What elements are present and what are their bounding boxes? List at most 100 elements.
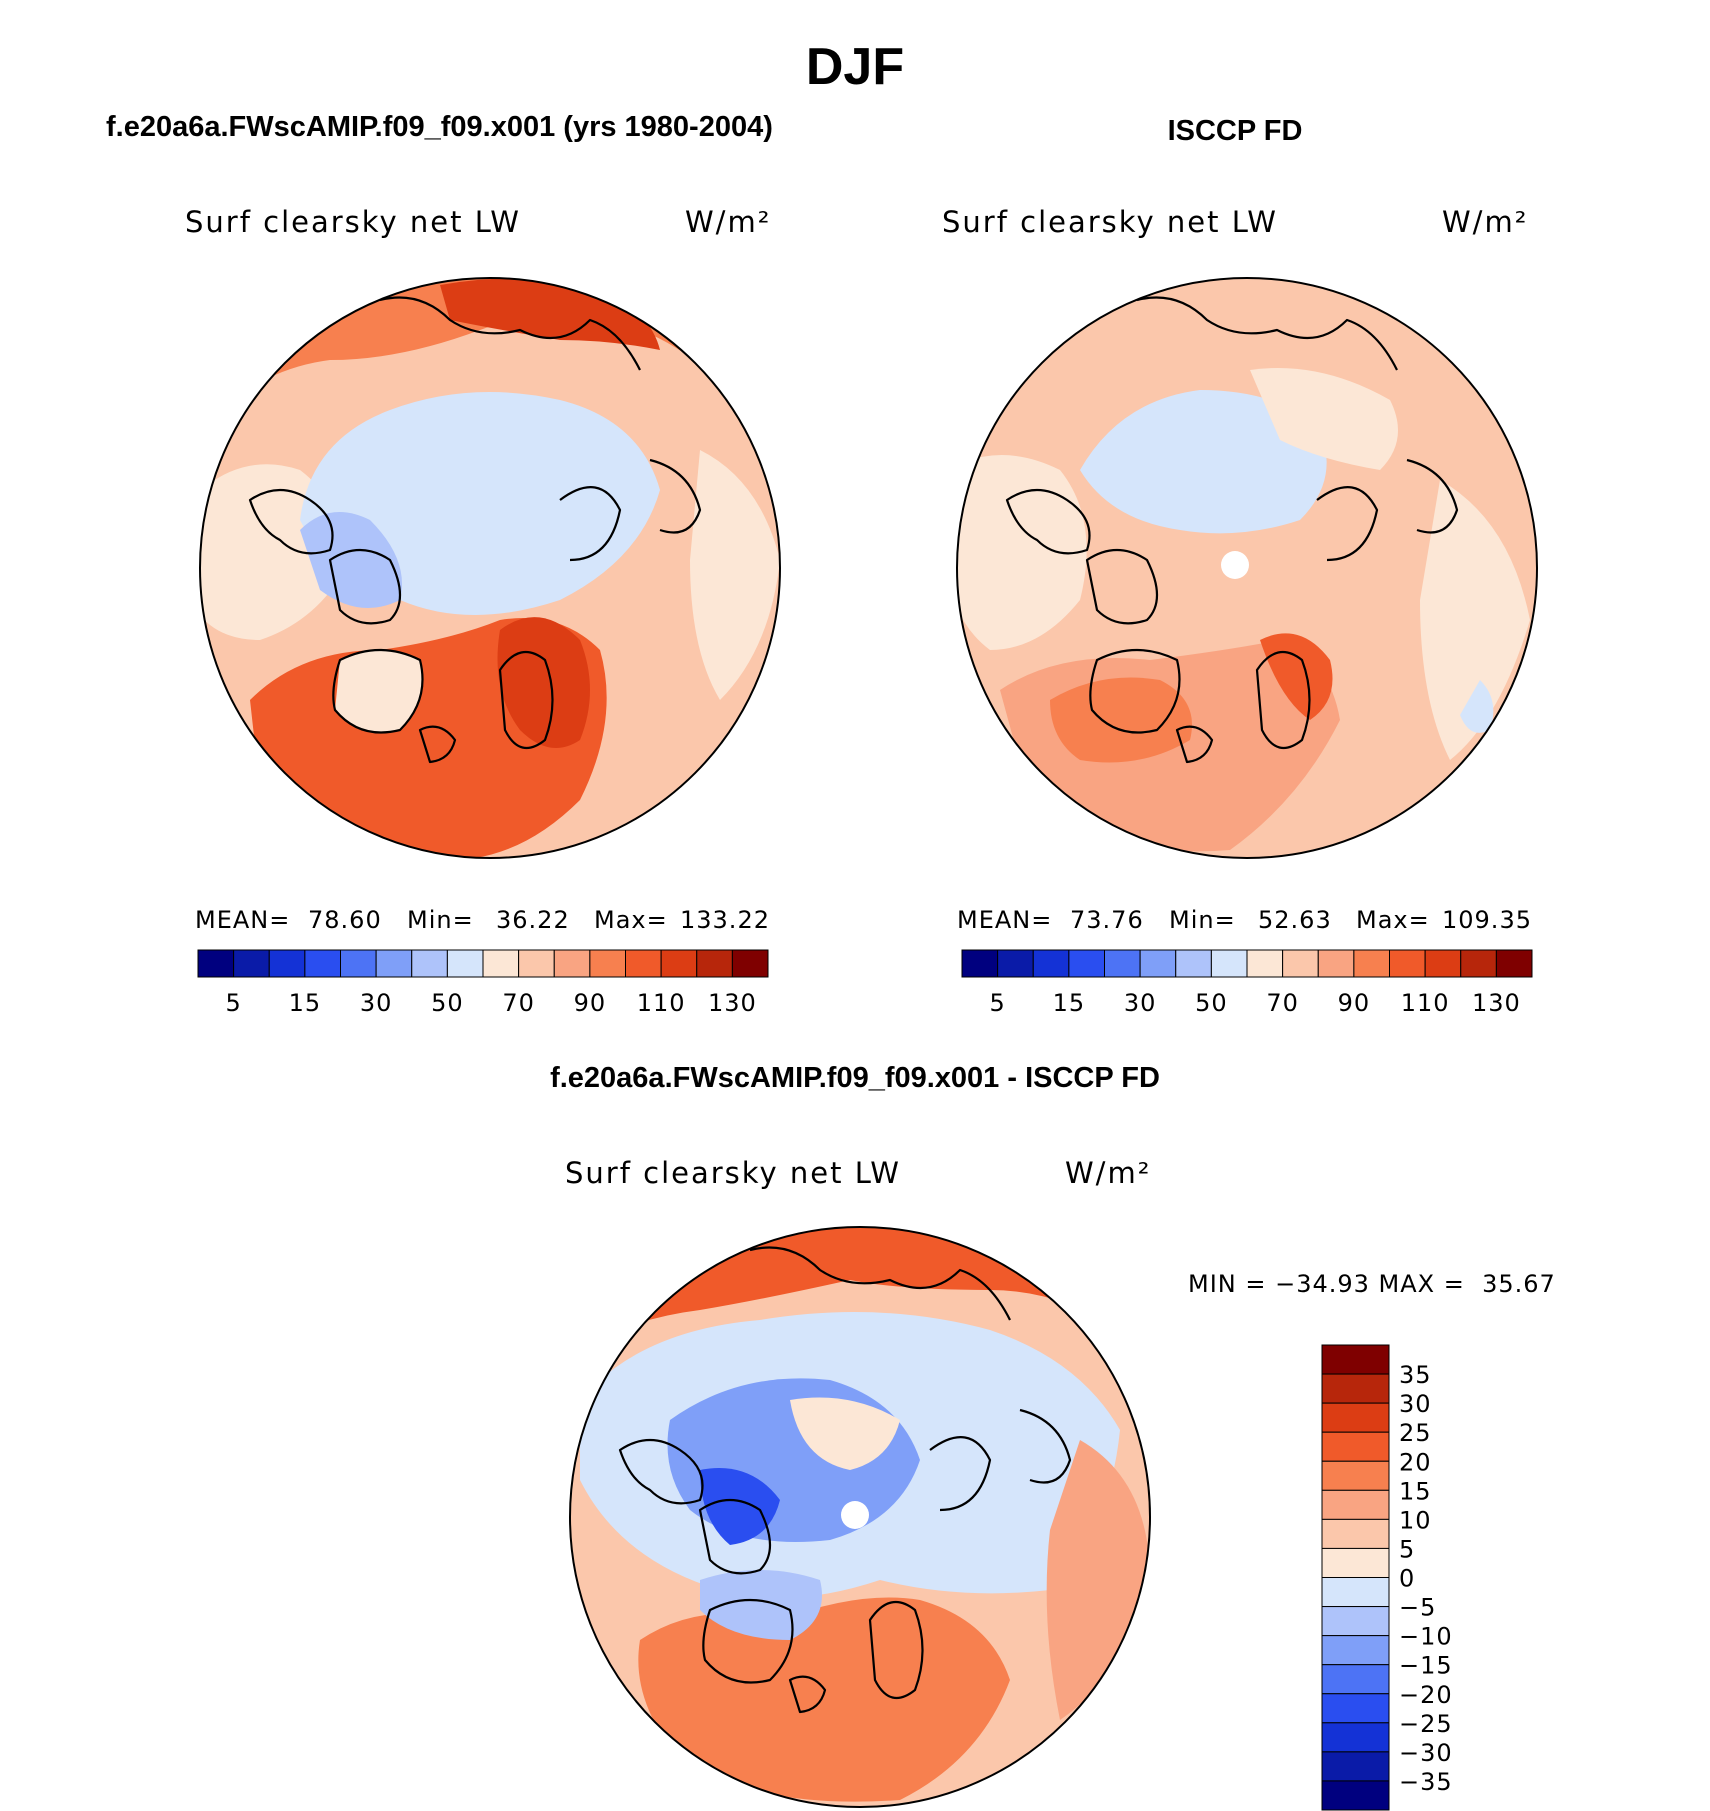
- right-colorbar-swatch: [1210, 949, 1248, 978]
- left-colorbar-tick-label: 30: [360, 989, 393, 1017]
- left-colorbar-swatch: [411, 949, 448, 978]
- right-colorbar-swatch: [1317, 949, 1355, 978]
- map-obs-rim: [956, 277, 1538, 859]
- diff-colorbar-tick-label: −20: [1399, 1681, 1453, 1709]
- diff-colorbar-swatch: [1321, 1780, 1390, 1811]
- left-colorbar-tick-label: 110: [637, 989, 686, 1017]
- diff-colorbar-tick-label: 25: [1399, 1419, 1432, 1447]
- left-units-label: W/m²: [685, 205, 771, 239]
- left-variable-label: Surf clearsky net LW: [185, 205, 521, 239]
- right-colorbar-swatch: [1495, 949, 1533, 978]
- right-colorbar-swatch: [1104, 949, 1141, 978]
- left-min-label: Min=: [407, 906, 474, 934]
- diff-colorbar-tick-label: 20: [1399, 1448, 1432, 1476]
- right-colorbar-tick-label: 70: [1266, 989, 1299, 1017]
- right-colorbar-tick-label: 130: [1472, 989, 1521, 1017]
- left-colorbar-swatch: [625, 949, 662, 978]
- diff-colorbar-tick-label: 35: [1399, 1361, 1432, 1389]
- diff-colorbar-tick-label: −10: [1399, 1623, 1453, 1651]
- left-colorbar-swatch: [197, 949, 235, 978]
- left-mean-label: MEAN=: [195, 906, 290, 934]
- left-colorbar-swatch: [553, 949, 591, 978]
- diff-colorbar-swatch: [1321, 1664, 1390, 1695]
- right-mean-value: 73.76: [1070, 906, 1144, 934]
- left-panel-title: f.e20a6a.FWscAMIP.f09_f09.x001 (yrs 1980…: [106, 111, 773, 143]
- left-colorbar-swatch: [304, 949, 341, 978]
- diff-colorbar-swatch: [1321, 1606, 1390, 1637]
- right-colorbar-swatch: [1424, 949, 1462, 978]
- right-variable-label: Surf clearsky net LW: [942, 205, 1278, 239]
- map-diff-field-archipelago: [700, 1468, 780, 1545]
- map-obs-field-norway-hot: [1260, 633, 1333, 720]
- right-colorbar-swatch: [1389, 949, 1426, 978]
- right-colorbar-swatch: [1246, 949, 1284, 978]
- right-colorbar-tick-label: 5: [989, 989, 1005, 1017]
- right-colorbar-tick-label: 50: [1195, 989, 1228, 1017]
- right-max-label: Max=: [1356, 906, 1430, 934]
- map-diff-rim: [569, 1226, 1151, 1808]
- left-colorbar-swatch: [518, 949, 555, 978]
- diff-colorbar-swatch: [1321, 1722, 1390, 1753]
- map-model-rim: [199, 277, 781, 859]
- map-model: [200, 278, 780, 858]
- left-colorbar-swatch: [446, 949, 484, 978]
- diff-variable-label: Surf clearsky net LW: [565, 1156, 901, 1190]
- diff-colorbar-tick-label: 15: [1399, 1477, 1432, 1505]
- right-colorbar-swatch: [1175, 949, 1212, 978]
- diff-colorbar-tick-label: −30: [1399, 1739, 1453, 1767]
- diff-stats: MIN = −34.93 MAX = 35.67: [1188, 1270, 1556, 1298]
- right-colorbar-swatch: [1460, 949, 1497, 978]
- map-model-coastlines: [248, 296, 702, 764]
- map-model-field-norway-hot: [497, 617, 590, 748]
- left-colorbar-swatch: [340, 949, 377, 978]
- left-colorbar-swatch: [696, 949, 733, 978]
- map-diff-field-east-warm: [1046, 1440, 1150, 1720]
- left-max-label: Max=: [594, 906, 668, 934]
- diff-colorbar-swatch: [1321, 1489, 1390, 1520]
- right-colorbar-tick-label: 110: [1401, 989, 1450, 1017]
- left-colorbar-swatch: [268, 949, 306, 978]
- left-colorbar-swatch: [482, 949, 520, 978]
- right-mean-label: MEAN=: [957, 906, 1052, 934]
- map-model-field-east-cool: [690, 450, 780, 700]
- diff-colorbar-swatch: [1321, 1577, 1390, 1608]
- right-stats: MEAN= 73.76 Min= 52.63 Max= 109.35: [957, 906, 1532, 934]
- diff-colorbar-swatch: [1321, 1693, 1390, 1724]
- left-stats: MEAN= 78.60 Min= 36.22 Max= 133.22: [195, 906, 769, 934]
- map-diff-field-atlantic-warm: [638, 1597, 1010, 1802]
- diff-colorbar-swatch: [1321, 1460, 1390, 1491]
- map-obs-field-atlantic-warm: [1050, 677, 1192, 763]
- map-obs-field-west-cool: [957, 455, 1087, 650]
- left-colorbar-swatch: [233, 949, 270, 978]
- diff-colorbar-tick-label: 0: [1399, 1565, 1415, 1593]
- right-panel-title: ISCCP FD: [1168, 115, 1303, 147]
- left-colorbar-swatch: [660, 949, 698, 978]
- diff-units-label: W/m²: [1065, 1156, 1151, 1190]
- left-colorbar-tick-label: 70: [502, 989, 535, 1017]
- diff-colorbar-swatch: [1321, 1344, 1390, 1375]
- right-max-value: 109.35: [1442, 906, 1532, 934]
- diff-panel-title: f.e20a6a.FWscAMIP.f09_f09.x001 - ISCCP F…: [550, 1062, 1160, 1094]
- map-obs-field-east-cool: [1420, 480, 1530, 760]
- left-colorbar-tick-label: 15: [289, 989, 322, 1017]
- left-mean-value: 78.60: [308, 906, 382, 934]
- right-colorbar-tick-label: 15: [1053, 989, 1086, 1017]
- diff-colorbar-swatch: [1321, 1518, 1390, 1549]
- diff-colorbar-swatch: [1321, 1402, 1390, 1433]
- left-colorbar-tick-label: 5: [225, 989, 241, 1017]
- right-colorbar-swatch: [1139, 949, 1177, 978]
- map-model-field-archipelago: [300, 512, 402, 608]
- diff-colorbar-swatch: [1321, 1373, 1390, 1404]
- map-obs-field-arctic: [1080, 390, 1327, 534]
- right-colorbar-swatch: [1032, 949, 1070, 978]
- right-colorbar: 5 15 30 50 70 90 110 130: [961, 949, 1533, 1017]
- right-min-value: 52.63: [1258, 906, 1332, 934]
- right-colorbar-tick-label: 90: [1338, 989, 1371, 1017]
- right-min-label: Min=: [1169, 906, 1236, 934]
- left-min-value: 36.22: [496, 906, 570, 934]
- right-colorbar-swatch: [1353, 949, 1390, 978]
- diff-colorbar-tick-label: 5: [1399, 1535, 1415, 1563]
- right-units-label: W/m²: [1442, 205, 1528, 239]
